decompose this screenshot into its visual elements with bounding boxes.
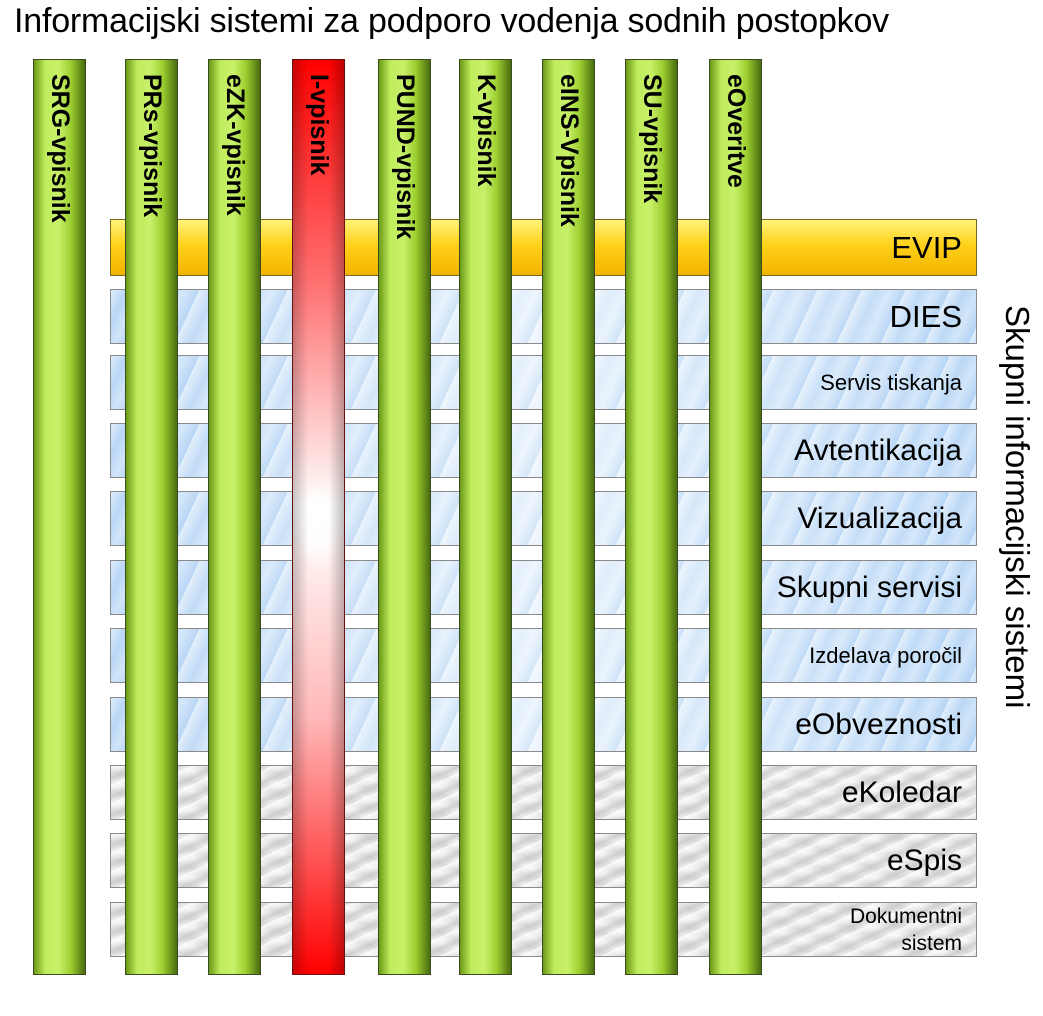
column-label: SU-vpisnik xyxy=(638,74,666,204)
column-srg-vpisnik: SRG-vpisnik xyxy=(33,59,86,975)
column-eins-vpisnik: eINS-Vpisnik xyxy=(542,59,595,975)
column-label: SRG-vpisnik xyxy=(46,74,74,223)
column-label: PUND-vpisnik xyxy=(391,74,419,240)
column-ezk-vpisnik: eZK-vpisnik xyxy=(208,59,261,975)
row-label: Vizualizacija xyxy=(797,501,962,535)
side-label: Skupni informacijski sistemi xyxy=(999,305,1036,709)
column-k-vpisnik: K-vpisnik xyxy=(459,59,512,975)
row-label: Izdelava poročil xyxy=(809,642,962,668)
row-label: eObveznosti xyxy=(795,707,962,741)
column-label: K-vpisnik xyxy=(472,74,500,187)
row-label: eKoledar xyxy=(841,775,962,809)
column-prs-vpisnik: PRs-vpisnik xyxy=(125,59,178,975)
column-label: eOveritve xyxy=(722,74,750,188)
column-su-vpisnik: SU-vpisnik xyxy=(625,59,678,975)
row-label: EVIP xyxy=(891,229,962,265)
column-label: PRs-vpisnik xyxy=(138,74,166,218)
row-label: Avtentikacija xyxy=(794,433,962,467)
column-eoveritve: eOveritve xyxy=(709,59,762,975)
row-label: Skupni servisi xyxy=(776,570,962,604)
column-label: eZK-vpisnik xyxy=(221,74,249,216)
row-label: DIES xyxy=(889,298,962,334)
column-i-vpisnik: I-vpisnik xyxy=(292,59,345,975)
column-label: I-vpisnik xyxy=(305,74,333,176)
row-label: eSpis xyxy=(886,843,962,877)
row-label: Dokumentni sistem xyxy=(849,904,962,955)
diagram-title: Informacijski sistemi za podporo vodenja… xyxy=(14,2,889,40)
row-label: Servis tiskanja xyxy=(820,369,962,395)
column-pund-vpisnik: PUND-vpisnik xyxy=(378,59,431,975)
column-label: eINS-Vpisnik xyxy=(555,74,583,227)
